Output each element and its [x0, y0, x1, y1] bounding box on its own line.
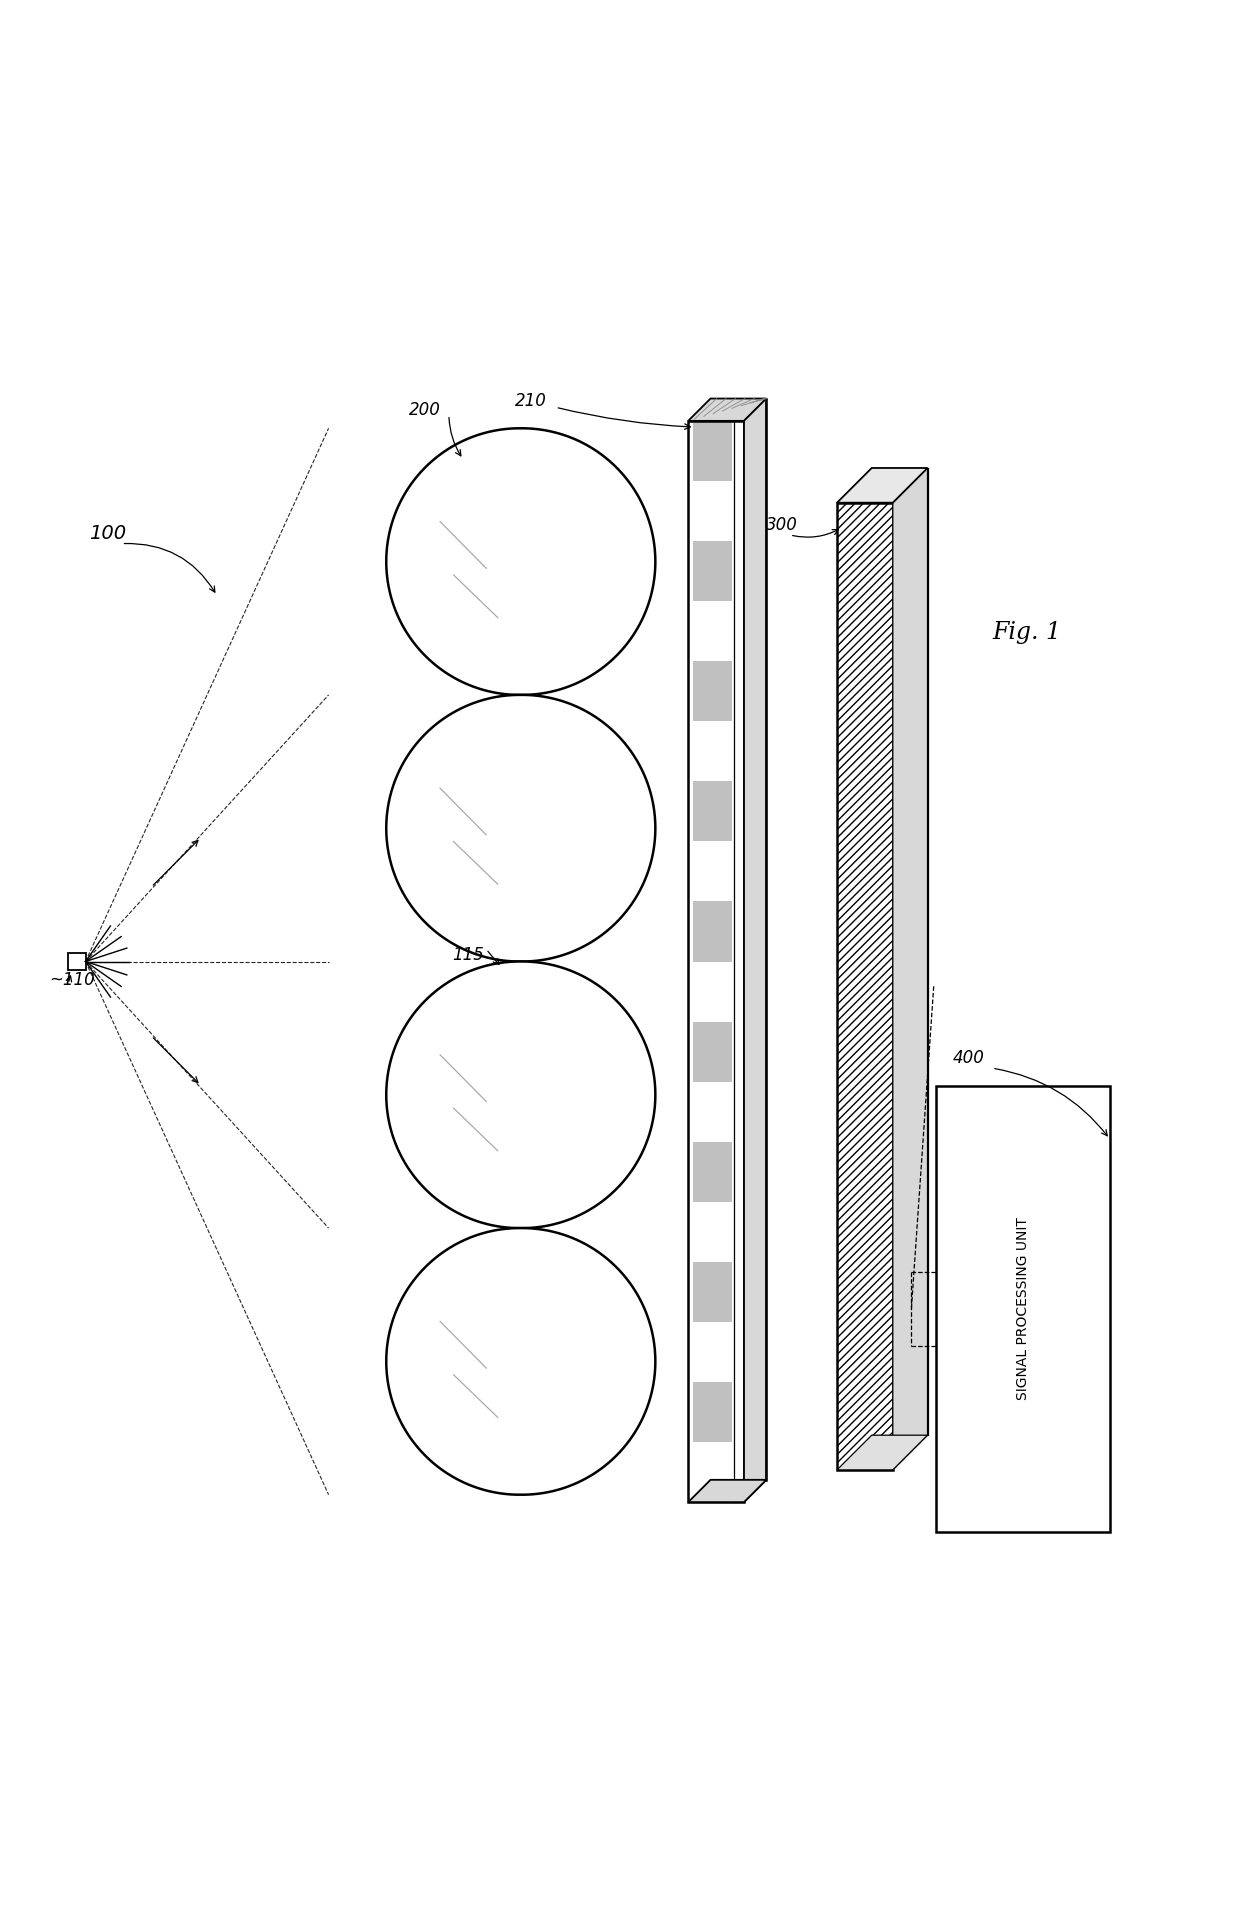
Bar	[936, 1085, 1110, 1533]
Text: Fig. 1: Fig. 1	[992, 621, 1061, 644]
Bar	[693, 421, 732, 481]
Polygon shape	[387, 429, 655, 694]
Bar	[68, 952, 86, 971]
Polygon shape	[688, 1481, 766, 1502]
Bar	[693, 540, 732, 602]
Polygon shape	[387, 962, 655, 1229]
Polygon shape	[688, 398, 766, 421]
Polygon shape	[837, 467, 928, 502]
Text: 115: 115	[453, 946, 485, 963]
Polygon shape	[387, 694, 655, 962]
Bar	[693, 1021, 732, 1081]
Bar	[693, 842, 732, 902]
Bar	[693, 1261, 732, 1321]
Bar	[693, 962, 732, 1021]
Polygon shape	[688, 421, 744, 1502]
Text: 100: 100	[89, 525, 126, 542]
Text: 300: 300	[766, 515, 799, 535]
Bar	[693, 721, 732, 781]
Bar	[693, 1383, 732, 1442]
Polygon shape	[387, 1229, 655, 1494]
Text: SIGNAL PROCESSING UNIT: SIGNAL PROCESSING UNIT	[1016, 1217, 1030, 1400]
Bar	[693, 662, 732, 721]
Bar	[693, 1202, 732, 1261]
Text: 400: 400	[952, 1050, 985, 1067]
Bar	[837, 502, 893, 1469]
Text: 210: 210	[515, 392, 547, 410]
Bar	[693, 1142, 732, 1202]
Text: 200: 200	[409, 400, 441, 419]
Polygon shape	[744, 398, 766, 1502]
Bar	[693, 1442, 732, 1502]
Bar	[693, 1321, 732, 1383]
Bar	[693, 781, 732, 842]
Bar	[693, 602, 732, 662]
Text: ~110: ~110	[50, 971, 95, 988]
Bar	[693, 902, 732, 962]
Bar	[693, 481, 732, 540]
Polygon shape	[837, 1435, 928, 1469]
Polygon shape	[893, 467, 928, 1469]
Bar	[693, 1081, 732, 1142]
